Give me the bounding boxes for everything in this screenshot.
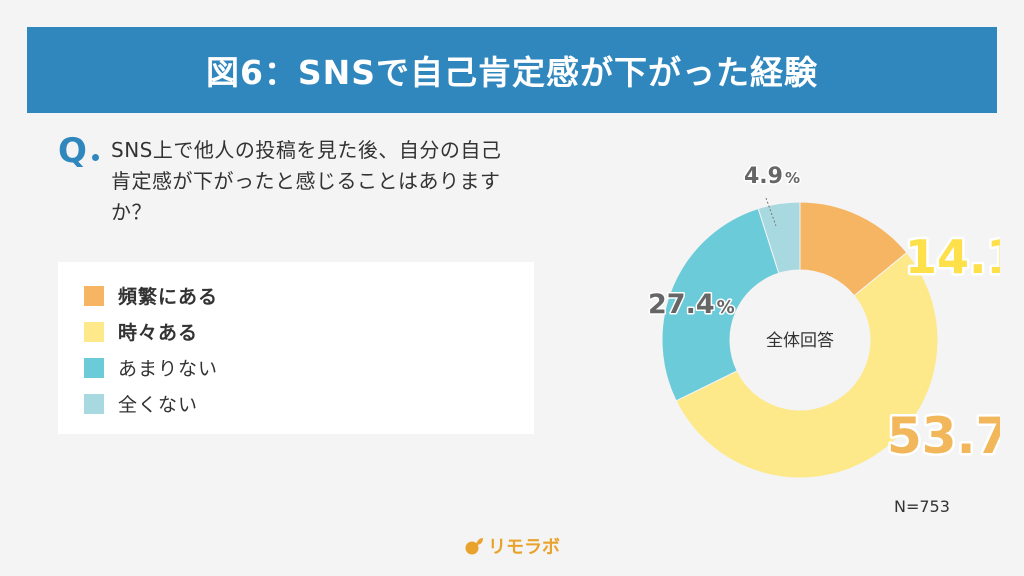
legend-swatch bbox=[84, 393, 104, 414]
value-label-frequent: 14.1% bbox=[905, 230, 1000, 284]
legend-label: 頻繁にある bbox=[118, 286, 219, 308]
question-line: か？ bbox=[111, 200, 152, 224]
question-line: 肯定感が下がったと感じることはあります bbox=[111, 169, 501, 193]
donut-chart: 全体回答 14.1% 53.7% 27.4% 4.9% bbox=[647, 163, 1000, 479]
title-bar: 図6：SNSで自己肯定感が下がった経験 bbox=[27, 27, 997, 113]
slice-sometimes bbox=[675, 251, 939, 479]
brand-name: リモラボ bbox=[488, 537, 560, 558]
legend-item-sometimes: 時々ある bbox=[84, 318, 198, 345]
question-mark-label: Q bbox=[58, 131, 87, 171]
center-label: 全体回答 bbox=[766, 331, 834, 351]
legend-item-rarely: あまりない bbox=[84, 354, 218, 381]
leader-line bbox=[765, 197, 777, 227]
legend-swatch bbox=[84, 285, 104, 306]
legend-label: 全くない bbox=[118, 394, 199, 416]
legend-swatch bbox=[84, 321, 104, 342]
question-line: SNS上で他人の投稿を見た後、自分の自己 bbox=[111, 138, 502, 162]
value-label-sometimes: 53.7% bbox=[887, 407, 1000, 465]
legend-swatch bbox=[84, 357, 104, 378]
legend: 頻繁にある 時々ある あまりない 全くない bbox=[58, 262, 534, 434]
question-text: SNS上で他人の投稿を見た後、自分の自己 肯定感が下がったと感じることはあります… bbox=[111, 135, 591, 228]
legend-item-frequent: 頻繁にある bbox=[84, 282, 218, 309]
brand-leaf-icon bbox=[465, 538, 483, 555]
slice-never bbox=[757, 201, 801, 274]
sample-size-note: N=753 bbox=[894, 497, 950, 516]
brand-logo: リモラボ bbox=[464, 533, 560, 559]
legend-item-never: 全くない bbox=[84, 390, 198, 417]
value-label-rarely: 27.4% bbox=[648, 289, 735, 320]
question-dot bbox=[92, 154, 99, 161]
value-label-never: 4.9% bbox=[744, 164, 800, 189]
page-title: 図6：SNSで自己肯定感が下がった経験 bbox=[205, 53, 819, 92]
legend-label: あまりない bbox=[118, 358, 219, 380]
slice-rarely bbox=[661, 207, 780, 402]
legend-label: 時々ある bbox=[118, 322, 199, 344]
